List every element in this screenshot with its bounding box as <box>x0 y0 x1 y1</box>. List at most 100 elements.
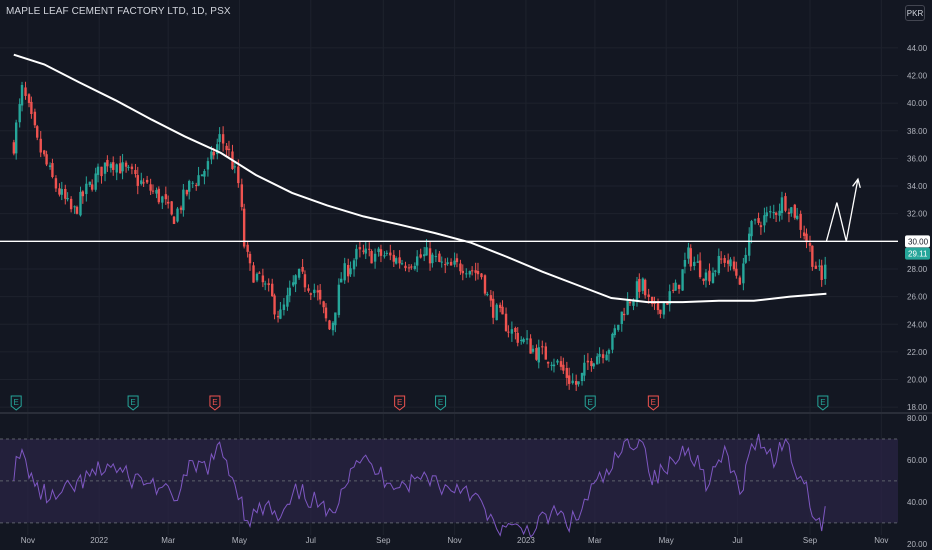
candle-body <box>331 322 335 331</box>
candle-body <box>738 277 742 285</box>
candle-body <box>763 215 766 226</box>
candle-body <box>638 278 641 292</box>
candle-body <box>419 254 422 258</box>
candle-body <box>273 295 276 315</box>
candle-body <box>778 210 781 216</box>
candle-body <box>79 191 82 216</box>
candle-body <box>617 324 620 330</box>
candle-body <box>681 269 684 291</box>
candle-body <box>60 189 63 195</box>
candle-body <box>698 260 702 278</box>
currency-button[interactable]: PKR <box>905 5 925 21</box>
candle-body <box>643 279 647 296</box>
rsi-axis[interactable]: 80.00 60.00 40.00 20.00 <box>907 414 928 549</box>
candle-body <box>142 182 145 184</box>
candle-body <box>468 271 471 275</box>
candle-body <box>191 182 194 184</box>
price-tick-label: 40.00 <box>907 99 928 108</box>
candle-body <box>30 101 33 115</box>
candle-body <box>552 364 556 367</box>
candle-body <box>218 134 221 143</box>
candle-body <box>787 212 791 215</box>
candle-body <box>195 185 198 187</box>
candle-body <box>708 270 711 282</box>
candle-body <box>216 144 219 155</box>
event-marker-label: E <box>397 398 402 407</box>
candle-body <box>112 162 115 170</box>
time-tick-label: Mar <box>161 536 175 545</box>
price-tick-label: 44.00 <box>907 44 928 53</box>
rsi-line <box>13 433 826 538</box>
candle-body <box>802 232 806 236</box>
event-marker[interactable] <box>584 395 596 411</box>
candle-body <box>151 190 155 192</box>
candle-body <box>385 252 388 254</box>
candle-body <box>264 283 267 285</box>
candle-body <box>611 333 614 350</box>
candle-body <box>714 270 717 272</box>
event-marker[interactable] <box>10 395 22 411</box>
candle-body <box>279 309 282 319</box>
candle-body <box>757 218 760 223</box>
candle-body <box>510 329 514 334</box>
event-marker[interactable] <box>817 395 829 411</box>
candle-body <box>316 290 320 293</box>
candle-body <box>90 184 94 190</box>
candle-body <box>814 265 818 269</box>
candle-body <box>237 166 240 184</box>
candle-body <box>562 364 565 371</box>
candle-body <box>297 268 301 278</box>
candle-body <box>377 248 380 253</box>
candles <box>12 81 827 392</box>
event-marker-label: E <box>438 398 443 407</box>
candle-body <box>389 252 392 256</box>
price-axis[interactable]: 44.00 42.00 40.00 38.00 36.00 34.00 32.00 28.00… <box>907 44 928 412</box>
candle-body <box>413 266 417 269</box>
projection-arrow[interactable] <box>825 178 859 242</box>
candle-body <box>94 173 97 190</box>
event-marker[interactable] <box>394 395 406 411</box>
candle-body <box>149 184 152 191</box>
price-tick-label: 36.00 <box>907 154 928 163</box>
candle-body <box>483 275 487 294</box>
candle-body <box>252 265 255 283</box>
candle-body <box>635 281 639 302</box>
candle-body <box>322 301 325 308</box>
event-marker[interactable] <box>435 395 447 411</box>
event-marker[interactable] <box>209 395 221 411</box>
candle-body <box>744 254 747 263</box>
candle-body <box>531 348 535 352</box>
candle-body <box>704 272 708 281</box>
candle-body <box>753 219 757 221</box>
candle-body <box>683 259 687 267</box>
candle-body <box>577 381 580 385</box>
event-marker[interactable] <box>647 395 659 411</box>
candle-body <box>622 313 626 316</box>
candle-body <box>729 259 732 267</box>
candle-body <box>438 253 441 262</box>
candle-body <box>301 266 304 272</box>
candle-body <box>179 207 183 210</box>
candle-body <box>717 255 721 274</box>
candle-body <box>69 198 73 210</box>
time-axis[interactable]: Nov 2022 Mar May Jul Sep Nov 2023 Mar May Jul Sep No… <box>21 536 889 545</box>
candle-body <box>808 243 812 246</box>
candle-body <box>784 196 787 211</box>
candle-body <box>742 263 745 284</box>
candle-body <box>711 272 715 283</box>
event-marker[interactable] <box>127 395 139 411</box>
time-tick-label: May <box>232 536 247 545</box>
candle-body <box>261 275 265 283</box>
candle-body <box>428 248 432 264</box>
candle-body <box>318 289 322 300</box>
candle-body <box>750 221 753 237</box>
candle-body <box>185 190 189 195</box>
rsi-tick-label: 20.00 <box>907 540 928 549</box>
candle-body <box>620 311 623 324</box>
candle-body <box>370 250 373 264</box>
candle-body <box>818 265 821 267</box>
candle-body <box>811 245 814 267</box>
price-tick-label: 26.00 <box>907 293 928 302</box>
